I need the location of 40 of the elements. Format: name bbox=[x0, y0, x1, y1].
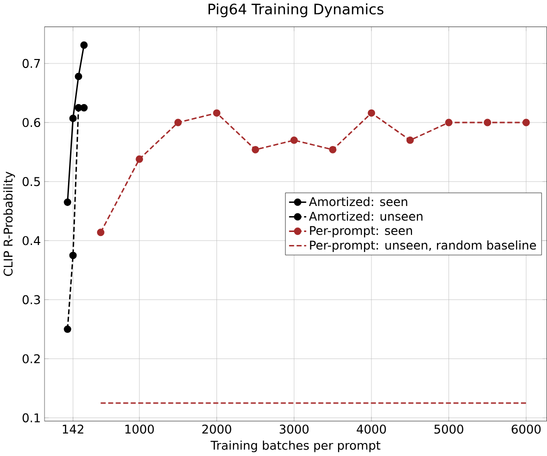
point bbox=[522, 119, 530, 126]
point bbox=[406, 136, 414, 144]
point bbox=[69, 252, 77, 260]
chart-title: Pig64 Training Dynamics bbox=[208, 4, 384, 18]
y-tick-label: 0.1 bbox=[22, 414, 40, 423]
legend-label: Per-prompt: seen bbox=[310, 226, 412, 238]
y-tick-label: 0.6 bbox=[22, 118, 40, 128]
legend-label: Amortized: seen bbox=[308, 197, 408, 206]
point bbox=[74, 72, 82, 80]
y-tick-label: 0.2 bbox=[22, 354, 40, 364]
y-tick-label: 0.3 bbox=[22, 295, 40, 304]
point bbox=[64, 326, 72, 334]
point bbox=[329, 146, 336, 154]
point bbox=[290, 136, 298, 144]
point bbox=[445, 119, 452, 126]
x-axis-title: Training batches per prompt bbox=[210, 440, 380, 452]
y-tick-label: 0.7 bbox=[22, 59, 40, 68]
point bbox=[252, 146, 260, 154]
x-tick-label: 142 bbox=[62, 424, 84, 434]
x-tick-label: 6000 bbox=[512, 424, 541, 434]
y-tick-label: 0.4 bbox=[22, 236, 40, 246]
x-tick-label: 5000 bbox=[434, 424, 464, 434]
legend-label: Amortized: unseen bbox=[308, 212, 422, 222]
point bbox=[174, 119, 182, 126]
point bbox=[136, 156, 144, 164]
point bbox=[484, 119, 492, 126]
legend-label: Per-prompt: unseen, random baseline bbox=[310, 240, 536, 252]
point bbox=[64, 198, 72, 206]
x-tick-label: 1000 bbox=[125, 424, 154, 434]
point bbox=[80, 42, 88, 50]
x-tick-label: 2000 bbox=[202, 424, 232, 434]
x-tick-label: 4000 bbox=[356, 424, 386, 434]
x-tick-label: 3000 bbox=[280, 424, 309, 434]
point bbox=[96, 228, 104, 236]
y-axis-title: CLIP R-Probability bbox=[3, 172, 15, 276]
point bbox=[69, 114, 77, 122]
point bbox=[368, 110, 376, 117]
point bbox=[213, 110, 220, 117]
point bbox=[80, 104, 88, 112]
y-tick-label: 0.5 bbox=[22, 177, 40, 186]
